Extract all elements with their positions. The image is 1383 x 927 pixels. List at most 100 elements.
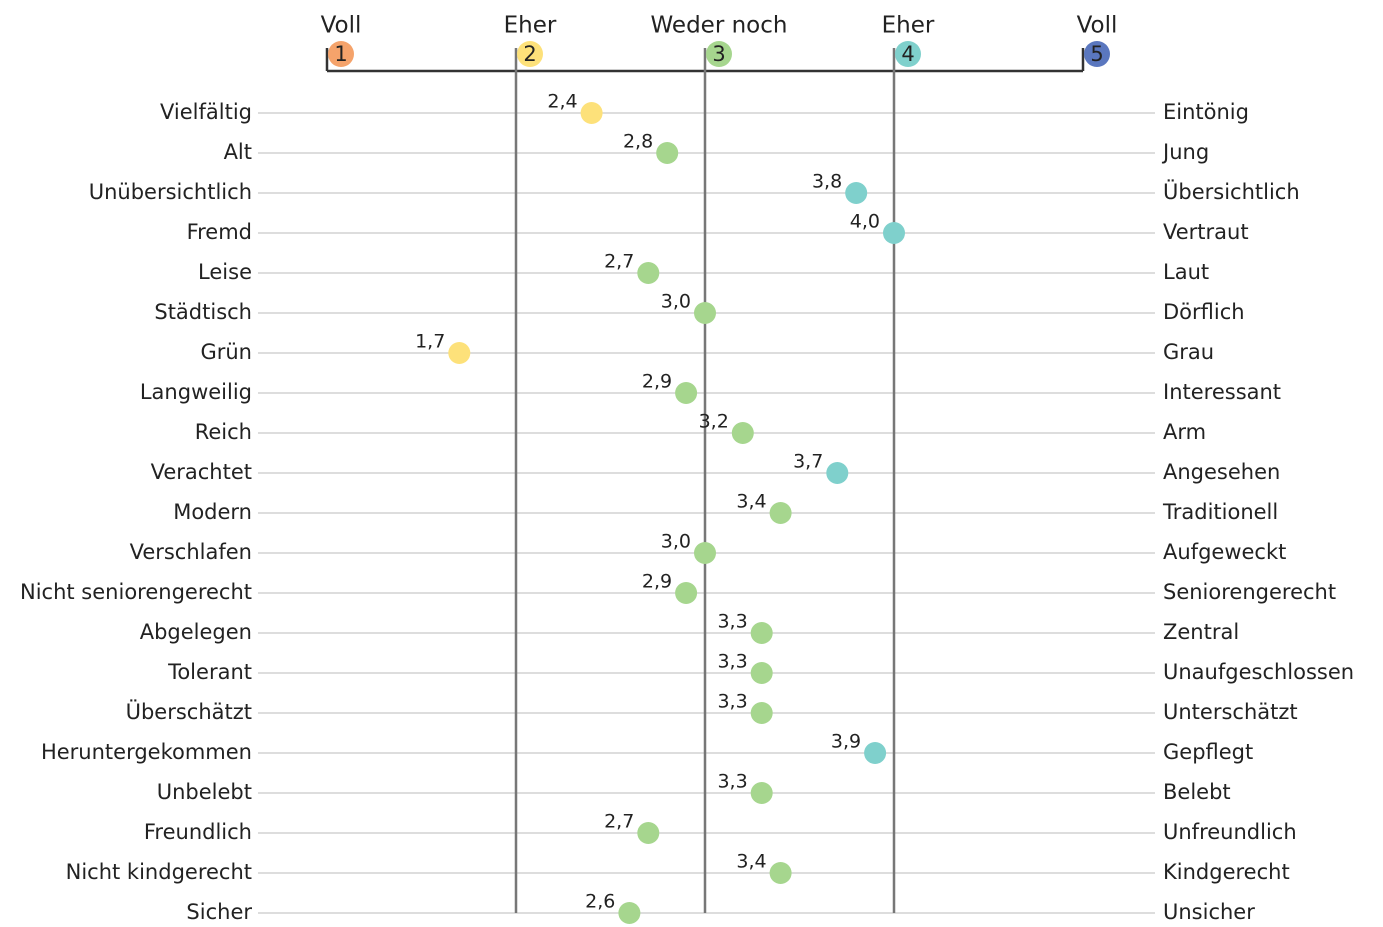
scale-label: Voll	[321, 13, 362, 39]
value-label: 2,8	[623, 131, 653, 153]
right-label: Unaufgeschlossen	[1163, 660, 1354, 684]
dot	[694, 542, 716, 564]
left-label: Heruntergekommen	[41, 740, 252, 764]
right-label: Laut	[1163, 260, 1209, 284]
right-label: Dörflich	[1163, 300, 1245, 324]
dot	[675, 582, 698, 604]
right-label: Unsicher	[1163, 900, 1255, 924]
x-tick-label: 1	[334, 42, 347, 66]
left-label: Alt	[224, 140, 252, 164]
right-label: Grau	[1163, 340, 1214, 364]
scale-label: Weder noch	[651, 13, 788, 39]
left-label: Unübersichtlich	[89, 180, 252, 204]
x-tick-label: 5	[1090, 42, 1103, 66]
right-label: Gepflegt	[1163, 740, 1253, 764]
value-label: 3,2	[699, 411, 729, 433]
dot	[694, 302, 716, 324]
dot	[750, 622, 773, 644]
dot	[637, 262, 660, 284]
dot	[826, 462, 849, 484]
left-label: Nicht kindgerecht	[66, 860, 252, 884]
value-label: 3,8	[812, 171, 842, 193]
value-label: 2,7	[604, 811, 634, 833]
scale-label: Voll	[1077, 13, 1118, 39]
dot	[675, 382, 698, 404]
dot	[448, 342, 471, 364]
value-label: 1,7	[415, 331, 445, 353]
value-label: 3,3	[717, 611, 747, 633]
right-label: Aufgeweckt	[1163, 540, 1286, 564]
left-label: Abgelegen	[140, 620, 252, 644]
value-label: 3,3	[717, 651, 747, 673]
value-label: 3,3	[717, 771, 747, 793]
left-label: Verschlafen	[130, 540, 252, 564]
dot	[656, 142, 679, 164]
scale-dot	[895, 41, 921, 67]
x-tick-label: 3	[712, 42, 725, 66]
value-label: 4,0	[850, 211, 880, 233]
dot	[618, 902, 641, 924]
dot	[637, 822, 660, 844]
scale-dot	[706, 41, 732, 67]
right-label: Traditionell	[1162, 500, 1278, 524]
value-label: 3,3	[717, 691, 747, 713]
right-label: Interessant	[1163, 380, 1281, 404]
left-label: Reich	[195, 420, 252, 444]
dot	[750, 782, 773, 804]
right-label: Vertraut	[1163, 220, 1249, 244]
value-label: 3,0	[661, 291, 691, 313]
scale-label: Eher	[882, 13, 935, 39]
dot	[769, 862, 792, 884]
dot	[845, 182, 868, 204]
value-label: 3,0	[661, 531, 691, 553]
left-label: Leise	[198, 260, 252, 284]
left-label: Modern	[173, 500, 252, 524]
dot	[750, 702, 773, 724]
x-tick-label: 4	[901, 42, 914, 66]
left-label: Vielfältig	[160, 100, 252, 124]
right-label: Kindgerecht	[1163, 860, 1290, 884]
dot	[750, 662, 773, 684]
dot	[580, 102, 603, 124]
left-label: Nicht seniorengerecht	[20, 580, 252, 604]
value-label: 2,4	[547, 91, 577, 113]
dot	[864, 742, 887, 764]
left-label: Verachtet	[151, 460, 252, 484]
right-label: Arm	[1163, 420, 1206, 444]
right-label: Zentral	[1163, 620, 1239, 644]
left-label: Unbelebt	[157, 780, 252, 804]
right-label: Seniorengerecht	[1163, 580, 1336, 604]
value-label: 2,7	[604, 251, 634, 273]
value-label: 3,4	[736, 851, 766, 873]
left-label: Grün	[200, 340, 252, 364]
value-label: 2,9	[642, 571, 672, 593]
value-label: 3,7	[793, 451, 823, 473]
left-label: Städtisch	[154, 300, 252, 324]
dot	[731, 422, 754, 444]
value-label: 2,6	[585, 891, 615, 913]
scale-dot	[517, 41, 543, 67]
left-label: Freundlich	[144, 820, 252, 844]
dot	[769, 502, 792, 524]
value-label: 3,9	[831, 731, 861, 753]
left-label: Sicher	[186, 900, 252, 924]
left-label: Langweilig	[140, 380, 252, 404]
value-label: 2,9	[642, 371, 672, 393]
right-label: Eintönig	[1163, 100, 1249, 124]
x-tick-label: 2	[523, 42, 536, 66]
right-label: Angesehen	[1163, 460, 1280, 484]
scale-label: Eher	[504, 13, 557, 39]
left-label: Fremd	[187, 220, 252, 244]
left-label: Überschätzt	[126, 699, 252, 724]
value-label: 3,4	[736, 491, 766, 513]
right-label: Belebt	[1163, 780, 1231, 804]
scale-dot	[1084, 41, 1110, 67]
right-label: Jung	[1161, 140, 1209, 164]
right-label: Unfreundlich	[1163, 820, 1297, 844]
right-label: Unterschätzt	[1163, 700, 1298, 724]
scale-dot	[328, 41, 354, 67]
left-label: Tolerant	[167, 660, 252, 684]
dot	[883, 222, 905, 244]
right-label: Übersichtlich	[1163, 179, 1300, 204]
